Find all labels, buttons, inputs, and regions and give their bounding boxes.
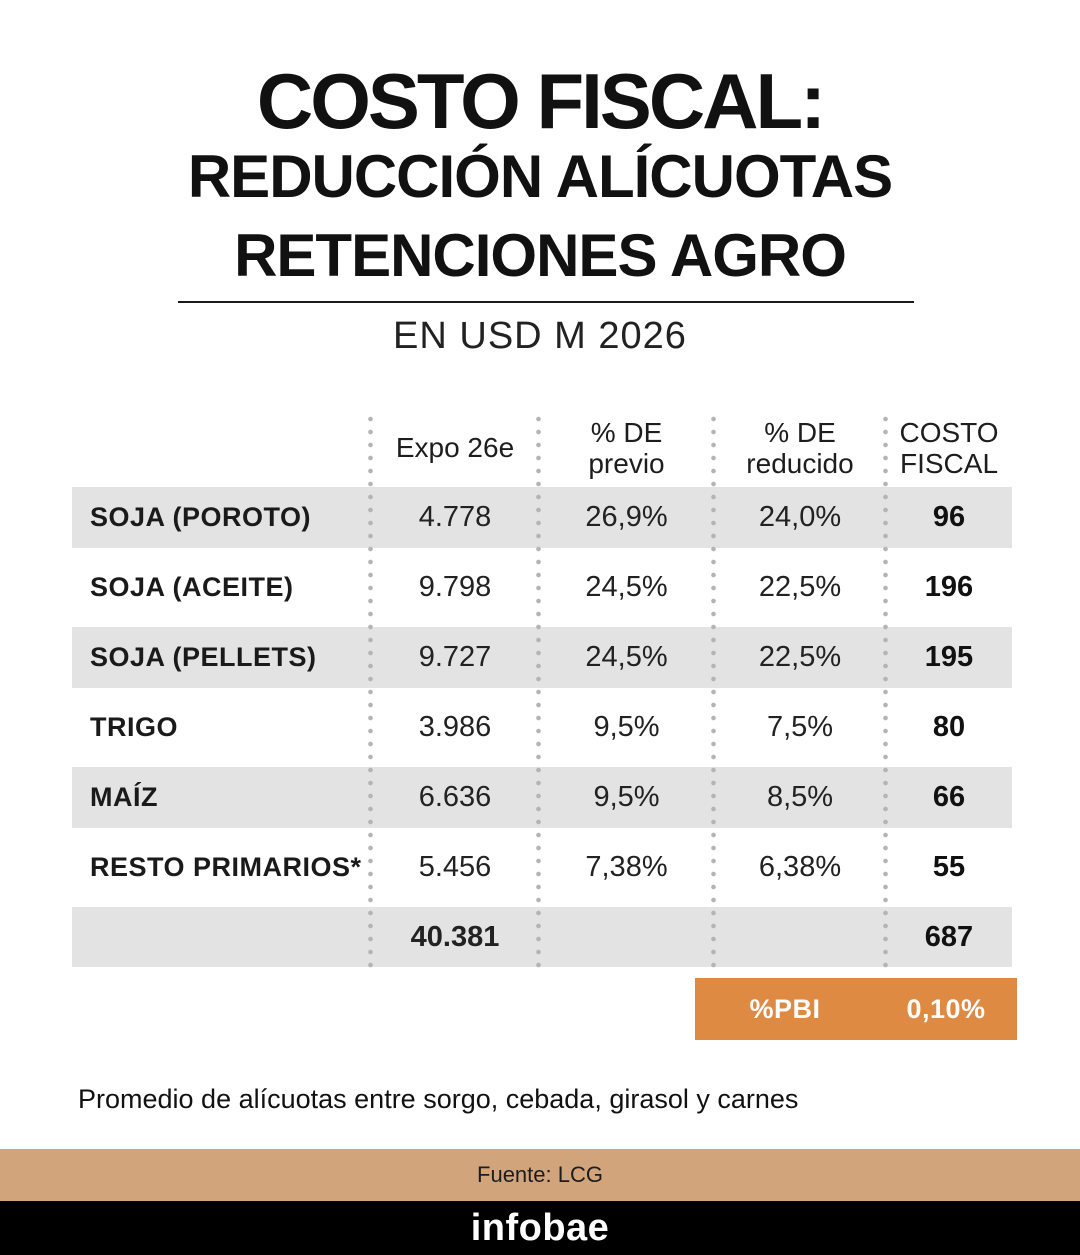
row-value: 6.636 [418, 781, 492, 813]
pbi-highlight-row: %PBI 0,10% [695, 978, 1017, 1040]
pbi-value: 0,10% [906, 993, 986, 1024]
total-expo-value: 40.381 [410, 920, 500, 953]
row-costo-value: 55 [932, 851, 966, 883]
table-row: MAÍZ 6.636 9,5% 8,5% 66 [72, 767, 1012, 828]
row-label: TRIGO [90, 712, 178, 742]
page-title-line3: RETENCIONES AGRO [234, 222, 847, 289]
row-value: 9.798 [418, 571, 492, 603]
footnote: Promedio de alícuotas entre sorgo, cebad… [78, 1084, 799, 1114]
row-label: RESTO PRIMARIOS* [90, 852, 362, 882]
row-value: 22,5% [758, 571, 842, 603]
header-costo-fiscal: COSTO FISCAL [899, 416, 999, 479]
row-label: SOJA (POROTO) [90, 502, 312, 532]
row-label: SOJA (PELLETS) [90, 642, 317, 672]
row-value: 6,38% [758, 851, 842, 883]
row-value: 24,0% [758, 501, 842, 533]
row-costo-value: 66 [932, 781, 966, 813]
table-row: RESTO PRIMARIOS* 5.456 7,38% 6,38% 55 [72, 828, 1012, 907]
row-value: 7,38% [585, 851, 668, 883]
row-value: 24,5% [585, 571, 668, 603]
row-value: 8,5% [766, 781, 834, 813]
table-row: SOJA (ACEITE) 9.798 24,5% 22,5% 196 [72, 548, 1012, 627]
brand-bar: infobae [0, 1201, 1080, 1255]
row-value: 9,5% [593, 781, 660, 813]
table-header-row: Expo 26e % DE previo % DE reducido COSTO… [72, 408, 1012, 487]
row-costo-value: 196 [924, 571, 974, 603]
source-bar: Fuente: LCG [0, 1149, 1080, 1201]
page-title-line1: COSTO FISCAL: [256, 57, 826, 145]
title-divider [178, 301, 914, 303]
row-label: MAÍZ [90, 782, 158, 812]
header-reducido: % DE reducido [746, 416, 854, 479]
page-title-line2: REDUCCIÓN ALÍCUOTAS [187, 143, 893, 210]
row-costo-value: 80 [932, 711, 966, 743]
row-label: SOJA (ACEITE) [90, 572, 294, 602]
total-costo-value: 687 [924, 920, 974, 953]
row-value: 26,9% [585, 501, 668, 533]
row-value: 24,5% [585, 641, 668, 673]
header-previo: % DE previo [588, 416, 665, 479]
row-costo-value: 195 [924, 641, 974, 673]
row-value: 5.456 [418, 851, 492, 883]
fiscal-cost-table: Expo 26e % DE previo % DE reducido COSTO… [72, 408, 1012, 968]
table-row: SOJA (POROTO) 4.778 26,9% 24,0% 96 [72, 487, 1012, 548]
row-value: 22,5% [758, 641, 842, 673]
table-row: TRIGO 3.986 9,5% 7,5% 80 [72, 688, 1012, 767]
row-costo-value: 96 [932, 501, 966, 533]
page-subtitle: EN USD M 2026 [393, 315, 687, 357]
infobae-logo: infobae [470, 1206, 610, 1249]
table-row: SOJA (PELLETS) 9.727 24,5% 22,5% 195 [72, 627, 1012, 688]
header-expo: Expo 26e [395, 432, 515, 463]
row-value: 9.727 [418, 641, 492, 673]
pbi-label: %PBI [749, 993, 821, 1024]
table-total-row: 40.381 687 [72, 907, 1012, 967]
source-text: Fuente: LCG [477, 1162, 603, 1187]
table-body: SOJA (POROTO) 4.778 26,9% 24,0% 96 SOJA (ACEI… [72, 487, 1012, 907]
row-value: 3.986 [418, 711, 492, 743]
row-value: 9,5% [593, 711, 660, 743]
row-value: 4.778 [418, 501, 492, 533]
row-value: 7,5% [766, 711, 834, 743]
